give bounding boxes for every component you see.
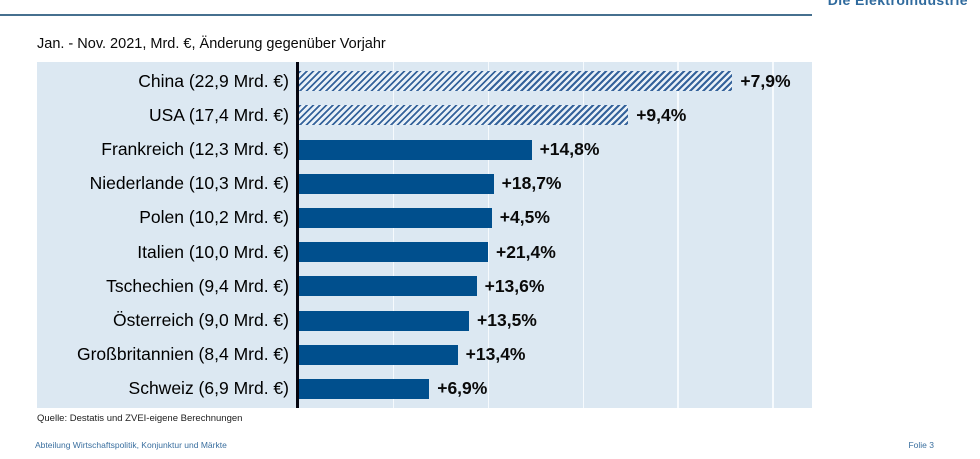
change-label: +9,4% xyxy=(636,104,687,125)
bar xyxy=(298,310,470,331)
bar xyxy=(298,378,430,399)
chart-subtitle: Jan. - Nov. 2021, Mrd. €, Änderung gegen… xyxy=(37,36,386,52)
country-label: Frankreich (12,3 Mrd. €) xyxy=(101,139,289,159)
country-label: Italien (10,0 Mrd. €) xyxy=(137,241,289,262)
bar-track: +4,5% xyxy=(298,207,813,228)
header-separator-line xyxy=(0,14,812,16)
gridline xyxy=(392,62,395,408)
footer-department: Abteilung Wirtschaftspolitik, Konjunktur… xyxy=(35,440,227,450)
bar-track: +18,7% xyxy=(298,173,813,194)
bar xyxy=(298,105,629,126)
country-label: Schweiz (6,9 Mrd. €) xyxy=(128,378,289,399)
chart-row: Frankreich (12,3 Mrd. €) +14,8% xyxy=(37,132,812,166)
chart-row: Tschechien (9,4 Mrd. €) +13,6% xyxy=(37,269,812,303)
gridline xyxy=(487,62,490,408)
bar-track: +14,8% xyxy=(298,139,813,160)
change-label: +13,6% xyxy=(484,275,545,296)
country-label: China (22,9 Mrd. €) xyxy=(138,70,289,91)
country-label: Österreich (9,0 Mrd. €) xyxy=(112,310,289,331)
chart-row: USA (17,4 Mrd. €) +9,4% xyxy=(37,98,812,132)
chart-row: Österreich (9,0 Mrd. €) +13,5% xyxy=(37,303,812,337)
chart-row: Polen (10,2 Mrd. €) +4,5% xyxy=(37,201,812,235)
change-label: +18,7% xyxy=(501,173,562,194)
bar-chart: China (22,9 Mrd. €) +7,9% USA (17,4 Mrd.… xyxy=(37,62,812,408)
country-label: Polen (10,2 Mrd. €) xyxy=(139,207,289,228)
bar xyxy=(298,242,488,263)
bar-track: +6,9% xyxy=(298,378,813,399)
chart-row: China (22,9 Mrd. €) +7,9% xyxy=(37,64,812,98)
source-note: Quelle: Destatis und ZVEI-eigene Berechn… xyxy=(37,413,243,424)
country-label: USA (17,4 Mrd. €) xyxy=(148,104,289,125)
gridline xyxy=(677,62,679,408)
change-label: +21,4% xyxy=(495,241,556,262)
chart-row: Großbritannien (8,4 Mrd. €) +13,4% xyxy=(37,338,812,372)
chart-row: Niederlande (10,3 Mrd. €) +18,7% xyxy=(37,167,812,201)
change-label: +6,9% xyxy=(437,378,488,399)
footer-slide-number: Folie 3 xyxy=(908,440,934,450)
bar-track: +9,4% xyxy=(298,104,813,126)
change-label: +14,8% xyxy=(539,139,600,159)
change-label: +7,9% xyxy=(740,70,791,91)
chart-rows: China (22,9 Mrd. €) +7,9% USA (17,4 Mrd.… xyxy=(37,62,812,408)
bar-track: +13,6% xyxy=(298,275,813,297)
brand-logo-text: Die Elektroindustrie xyxy=(827,0,968,8)
chart-row: Italien (10,0 Mrd. €) +21,4% xyxy=(37,235,812,269)
change-label: +13,4% xyxy=(465,344,526,365)
bar-track: +13,4% xyxy=(298,344,813,365)
bar-track: +21,4% xyxy=(298,241,813,263)
bar-track: +13,5% xyxy=(298,310,813,331)
bar-track: +7,9% xyxy=(298,70,813,92)
bar xyxy=(298,207,492,228)
gridline xyxy=(582,62,584,408)
country-label: Großbritannien (8,4 Mrd. €) xyxy=(76,344,289,365)
gridline xyxy=(772,62,774,408)
bar xyxy=(298,173,494,194)
country-label: Niederlande (10,3 Mrd. €) xyxy=(89,173,289,194)
country-label: Tschechien (9,4 Mrd. €) xyxy=(106,275,289,296)
bar xyxy=(298,71,733,92)
y-axis-line xyxy=(296,62,299,408)
change-label: +4,5% xyxy=(499,207,550,228)
bar xyxy=(298,276,477,297)
bar xyxy=(298,344,458,365)
change-label: +13,5% xyxy=(477,310,537,331)
gridlines xyxy=(298,62,812,408)
bar xyxy=(298,139,532,160)
chart-row: Schweiz (6,9 Mrd. €) +6,9% xyxy=(37,372,812,406)
